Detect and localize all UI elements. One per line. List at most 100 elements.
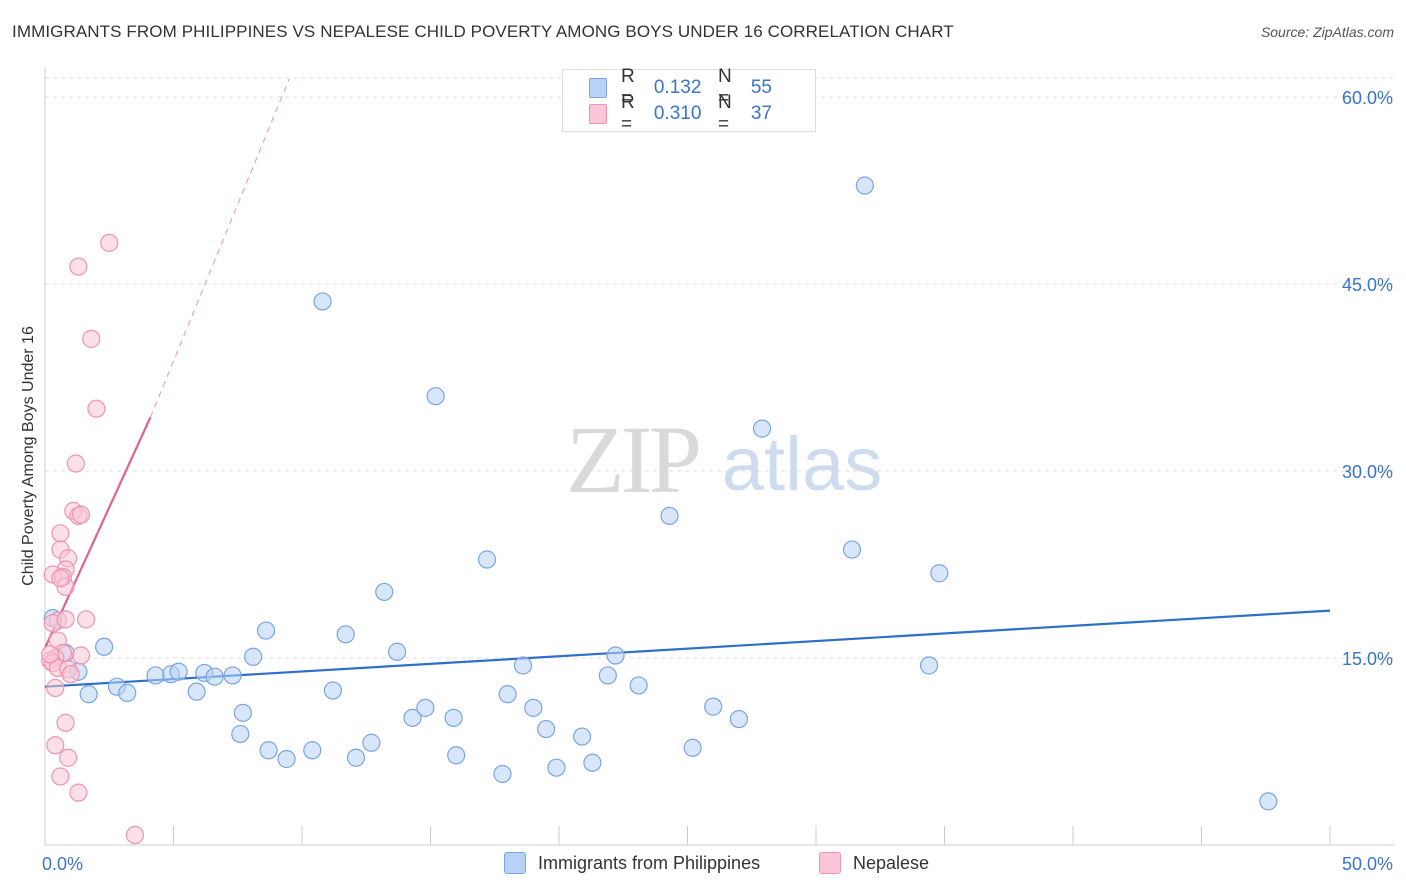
- nepalese-point: [82, 329, 101, 348]
- nepalese-point: [46, 678, 65, 698]
- legend-r-label: R =: [621, 92, 635, 135]
- philippines-point: [855, 176, 874, 195]
- philippines-point: [729, 709, 749, 729]
- philippines-point: [477, 550, 497, 569]
- philippines-point: [187, 682, 206, 701]
- philippines-point: [583, 753, 602, 772]
- legend-n-label: N =: [718, 92, 732, 135]
- legend-n-label: N =: [718, 66, 732, 109]
- philippines-point: [313, 292, 332, 311]
- watermark-zip: ZIP: [566, 406, 699, 513]
- philippines-point: [919, 656, 939, 675]
- nepalese-point: [100, 233, 119, 252]
- nepalese-point: [87, 399, 106, 418]
- legend-row-philippines: R = 0.132 N = 55: [589, 66, 815, 109]
- chart-title: IMMIGRANTS FROM PHILIPPINES VS NEPALESE …: [12, 22, 954, 41]
- philippines-point: [683, 738, 702, 757]
- philippines-point: [244, 647, 263, 666]
- philippines-point: [524, 698, 543, 717]
- philippines-point: [233, 703, 252, 722]
- philippines-point: [537, 719, 556, 739]
- philippines-point: [493, 764, 512, 784]
- philippines-point: [447, 746, 466, 765]
- philippines-point: [444, 708, 463, 727]
- source-label: Source: ZipAtlas.com: [1260, 24, 1394, 40]
- nepalese-point: [77, 610, 96, 629]
- nepalese-point: [46, 736, 65, 755]
- philippines-point: [598, 666, 617, 685]
- legend-swatch-pink: [589, 104, 608, 124]
- y-tick-label: 30.0%: [1342, 462, 1393, 482]
- philippines-point: [205, 667, 224, 686]
- philippines-point: [118, 683, 137, 703]
- legend-label: Immigrants from Philippines: [538, 852, 761, 873]
- philippines-point: [375, 582, 394, 602]
- nepalese-trendline: [43, 416, 152, 649]
- grid-layer: [45, 77, 1395, 659]
- philippines-point: [606, 646, 625, 665]
- nepalese-point: [59, 748, 78, 767]
- philippines-point: [256, 621, 276, 640]
- nepalese-point: [69, 257, 88, 276]
- philippines-point: [95, 637, 114, 656]
- x-tick-label: 0.0%: [42, 854, 83, 874]
- philippines-point: [403, 708, 422, 727]
- philippines-point: [346, 748, 366, 767]
- legend-r-value: 0.132: [653, 77, 702, 98]
- nepalese-point: [61, 665, 80, 684]
- philippines-point: [323, 681, 342, 700]
- legend-item-philippines[interactable]: Immigrants from Philippines: [504, 852, 760, 874]
- philippines-point: [547, 758, 566, 777]
- watermark-atlas: atlas: [722, 422, 883, 507]
- philippines-point: [573, 727, 592, 746]
- nepalese-point: [56, 713, 75, 732]
- y-tick-label: 60.0%: [1342, 88, 1393, 108]
- correlation-legend: R = 0.132 N = 55 R = 0.310 N = 37: [562, 66, 816, 135]
- philippines-point: [223, 666, 242, 685]
- nepalese-point: [66, 454, 85, 473]
- philippines-point: [169, 662, 188, 681]
- nepalese-trendline-extension: [149, 78, 290, 418]
- philippines-point: [513, 656, 533, 675]
- nepalese-point: [69, 783, 88, 802]
- philippines-point: [426, 387, 445, 406]
- philippines-point: [842, 540, 862, 559]
- philippines-point: [498, 685, 517, 704]
- legend-n-value: 37: [750, 103, 772, 124]
- philippines-point: [259, 741, 278, 760]
- legend-label: Nepalese: [853, 852, 930, 873]
- legend-item-nepalese[interactable]: Nepalese: [819, 852, 929, 874]
- nepalese-point: [125, 825, 145, 845]
- philippines-point: [1259, 792, 1278, 811]
- philippines-point: [362, 733, 381, 752]
- legend-swatch-blue: [504, 852, 526, 874]
- philippines-point: [336, 625, 355, 644]
- philippines-point: [629, 676, 648, 695]
- legend-r-value: 0.310: [653, 103, 702, 124]
- philippines-point: [416, 698, 435, 717]
- legend-swatch-pink: [819, 852, 841, 874]
- y-tick-label: 15.0%: [1342, 649, 1393, 669]
- legend-r-label: R =: [621, 66, 635, 109]
- nepalese-point: [71, 646, 91, 665]
- philippines-point: [930, 564, 949, 583]
- philippines-point: [704, 697, 723, 716]
- nepalese-point: [51, 524, 70, 543]
- legend-swatch-blue: [589, 78, 608, 98]
- nepalese-point: [56, 610, 75, 629]
- philippines-point: [660, 506, 679, 525]
- trend-layer: [43, 78, 1331, 688]
- nepalese-point: [71, 505, 91, 524]
- philippines-trendline: [44, 609, 1331, 688]
- philippines-point: [79, 685, 98, 704]
- x-tick-label: 50.0%: [1342, 854, 1393, 874]
- legend-n-value: 55: [750, 77, 772, 98]
- philippines-point: [231, 724, 250, 744]
- nepalese-point: [41, 645, 60, 664]
- legend-row-nepalese: R = 0.310 N = 37: [589, 92, 815, 135]
- points-layer: [41, 176, 1278, 845]
- philippines-point: [303, 741, 322, 760]
- axis-layer: [44, 68, 1395, 846]
- philippines-point: [387, 642, 407, 661]
